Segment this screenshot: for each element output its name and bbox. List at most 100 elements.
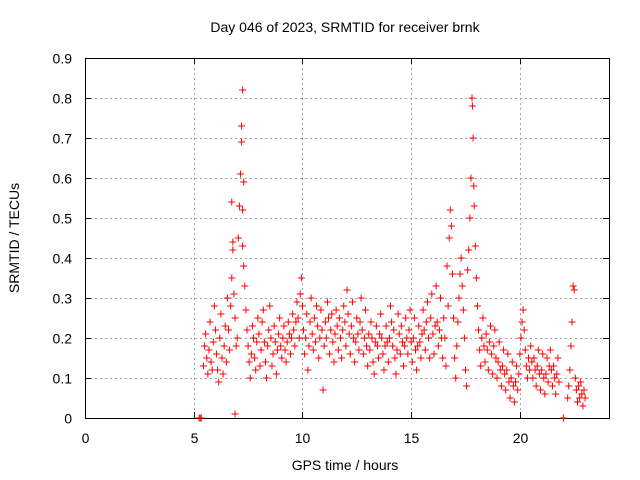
data-point: [470, 182, 478, 190]
data-point: [318, 326, 326, 334]
data-point: [509, 382, 517, 390]
data-point: [215, 378, 223, 386]
chart-title: Day 046 of 2023, SRMTID for receiver brn…: [210, 19, 480, 35]
y-tick-label: 0.7: [53, 131, 73, 147]
data-point: [518, 318, 526, 326]
data-point: [388, 318, 396, 326]
data-point: [244, 342, 252, 350]
data-point: [232, 342, 240, 350]
data-point: [492, 354, 500, 362]
data-point: [263, 374, 271, 382]
data-point: [366, 346, 374, 354]
data-point: [320, 342, 328, 350]
data-point: [205, 346, 213, 354]
data-point: [542, 370, 550, 378]
data-point: [293, 298, 301, 306]
data-point: [445, 234, 453, 242]
data-point: [382, 322, 390, 330]
data-point: [258, 318, 266, 326]
data-point: [235, 202, 243, 210]
data-point: [533, 362, 541, 370]
data-point: [433, 318, 441, 326]
data-point: [254, 314, 262, 322]
data-points: [195, 86, 589, 422]
data-point: [417, 354, 425, 362]
data-point: [313, 302, 321, 310]
data-point: [368, 334, 376, 342]
data-point: [217, 310, 225, 318]
data-point: [336, 334, 344, 342]
data-point: [346, 350, 354, 358]
data-point: [468, 94, 476, 102]
data-point: [230, 290, 238, 298]
data-point: [257, 346, 265, 354]
data-point: [440, 314, 448, 322]
data-point: [239, 242, 247, 250]
data-point: [521, 346, 529, 354]
data-point: [451, 354, 459, 362]
data-point: [315, 354, 323, 362]
data-point: [279, 334, 287, 342]
data-point: [517, 334, 525, 342]
data-point: [310, 314, 318, 322]
data-point: [355, 346, 363, 354]
data-point: [330, 358, 338, 366]
data-point: [231, 314, 239, 322]
data-point: [322, 334, 330, 342]
data-point: [538, 366, 546, 374]
data-point: [567, 342, 575, 350]
data-point: [272, 370, 280, 378]
data-point: [226, 346, 234, 354]
x-tick-label: 15: [404, 430, 420, 446]
data-point: [375, 354, 383, 362]
data-point: [456, 270, 464, 278]
data-point: [401, 342, 409, 350]
data-point: [281, 346, 289, 354]
y-tick-label: 0.2: [53, 331, 73, 347]
data-point: [487, 322, 495, 330]
data-point: [508, 358, 516, 366]
data-point: [535, 370, 543, 378]
data-point: [240, 178, 248, 186]
data-point: [513, 362, 521, 370]
data-point: [534, 346, 542, 354]
data-point: [250, 334, 258, 342]
data-point: [512, 378, 520, 386]
data-point: [314, 322, 322, 330]
data-point: [418, 330, 426, 338]
data-point: [411, 346, 419, 354]
x-tick-label: 5: [191, 430, 199, 446]
data-point: [228, 198, 236, 206]
data-point: [448, 270, 456, 278]
y-tick-label: 0: [64, 411, 72, 427]
data-point: [365, 330, 373, 338]
data-point: [570, 286, 578, 294]
data-point: [359, 350, 367, 358]
data-point: [273, 346, 281, 354]
data-point: [485, 338, 493, 346]
data-point: [354, 330, 362, 338]
data-point: [280, 322, 288, 330]
data-point: [311, 338, 319, 346]
data-point: [578, 390, 586, 398]
data-point: [305, 342, 313, 350]
data-point: [277, 342, 285, 350]
data-point: [394, 310, 402, 318]
data-point: [377, 310, 385, 318]
data-point: [251, 354, 259, 362]
data-point: [506, 394, 514, 402]
data-point: [228, 274, 236, 282]
data-point: [288, 334, 296, 342]
data-point: [252, 366, 260, 374]
data-point: [266, 302, 274, 310]
data-point: [197, 414, 205, 422]
data-point: [256, 362, 264, 370]
data-point: [427, 314, 435, 322]
data-point: [218, 354, 226, 362]
data-point: [460, 334, 468, 342]
data-point: [502, 386, 510, 394]
data-point: [532, 382, 540, 390]
data-point: [347, 322, 355, 330]
data-point: [350, 334, 358, 342]
